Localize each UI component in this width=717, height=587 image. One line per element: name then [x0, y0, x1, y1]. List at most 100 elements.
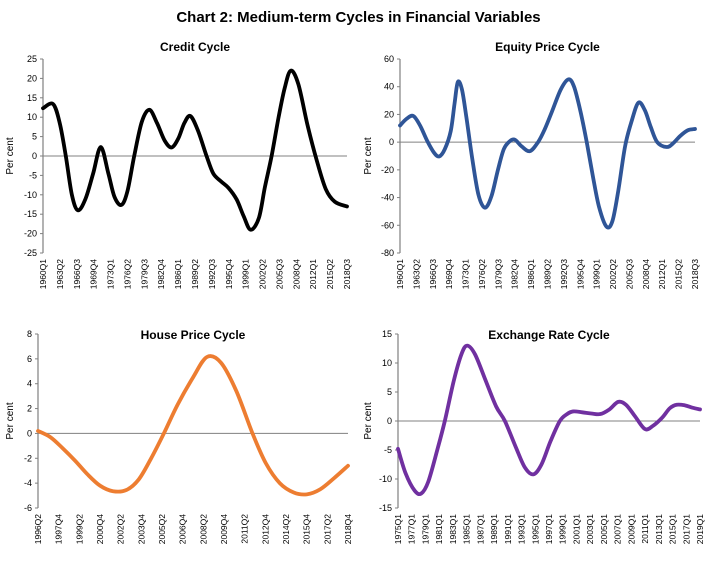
y-tick-label: -2 [24, 453, 32, 463]
x-tick-label: 2005Q2 [157, 514, 167, 545]
x-tick-label: 1963Q2 [411, 259, 421, 290]
y-tick-label: 40 [384, 82, 394, 92]
y-tick-label: 8 [27, 329, 32, 339]
x-tick-label: 2011Q2 [240, 514, 250, 544]
panel-title: Credit Cycle [160, 40, 230, 54]
x-tick-label: 2015Q4 [302, 514, 312, 545]
credit-cycle-chart: 25 20 15 10 5 0 -5 -10 -15 -20 -25 Per cent Credit C… [5, 40, 352, 290]
x-tick-label: 1991Q1 [503, 514, 513, 545]
cycle-line [396, 343, 702, 497]
x-tick-label: 1995Q4 [224, 259, 234, 290]
x-tick-label: 1981Q1 [434, 514, 444, 545]
x-tick-label: 1989Q2 [190, 259, 200, 290]
x-tick-label: 1979Q3 [139, 259, 149, 290]
y-tick-label: -40 [381, 193, 394, 203]
y-tick-label: 20 [27, 73, 37, 83]
x-tick-label: 1979Q1 [420, 514, 430, 545]
x-tick-label: 1993Q1 [517, 514, 527, 545]
x-tick-label: 1989Q2 [543, 259, 553, 290]
x-tick-label: 1973Q1 [106, 259, 116, 290]
x-tick-label: 1997Q4 [54, 514, 64, 545]
y-tick-label: 4 [27, 379, 32, 389]
x-tick-label: 2013Q1 [654, 514, 664, 545]
x-tick-label: 2018Q3 [690, 259, 700, 290]
y-tick-label: -80 [381, 248, 394, 258]
x-tick-label: 1999Q2 [74, 514, 84, 545]
x-tick-label: 2012Q1 [657, 259, 667, 290]
x-tick-label: 1999Q1 [558, 514, 568, 545]
y-tick-label: 5 [32, 132, 37, 142]
x-tick-label: 1973Q1 [461, 259, 471, 290]
x-tick-label: 2008Q4 [641, 259, 651, 290]
x-tick-label: 1976Q2 [477, 259, 487, 290]
x-tick-label: 2012Q4 [260, 514, 270, 545]
x-tick-label: 2008Q2 [198, 514, 208, 545]
x-tick-label: 2012Q1 [308, 259, 318, 290]
y-tick-label: -10 [379, 474, 392, 484]
cycle-line [36, 354, 350, 497]
y-tick-label: 5 [387, 387, 392, 397]
y-axis-title: Per cent [5, 402, 16, 439]
x-tick-label: 2006Q4 [178, 514, 188, 545]
x-tick-label: 2003Q1 [585, 514, 595, 545]
y-tick-label: -60 [381, 220, 394, 230]
y-tick-label: 0 [387, 416, 392, 426]
y-tick-label: 6 [27, 354, 32, 364]
x-tick-label: 1963Q2 [55, 259, 65, 290]
y-tick-label: -6 [24, 503, 32, 513]
y-tick-label: -25 [24, 248, 37, 258]
y-tick-label: -10 [24, 190, 37, 200]
x-tick-label: 2002Q2 [608, 259, 618, 290]
x-tick-label: 2011Q1 [640, 514, 650, 544]
x-tick-label: 2007Q1 [613, 514, 623, 545]
y-tick-label: 10 [27, 112, 37, 122]
panel-title: Equity Price Cycle [495, 40, 600, 54]
x-tick-label: 2009Q1 [626, 514, 636, 545]
x-tick-label: 1975Q1 [393, 514, 403, 545]
x-tick-label: 1982Q4 [156, 259, 166, 290]
y-tick-label: -4 [24, 478, 32, 488]
y-tick-label: 0 [389, 137, 394, 147]
x-tick-label: 1992Q3 [559, 259, 569, 290]
x-tick-label: 2015Q1 [668, 514, 678, 545]
x-tick-label: 2015Q2 [674, 259, 684, 290]
x-tick-label: 1969Q4 [89, 259, 99, 290]
exchange-rate-cycle-chart: 15 10 5 0 -5 -10 -15 Per cent Exchange Rate Cycl… [363, 328, 705, 545]
x-tick-label: 2015Q2 [325, 259, 335, 290]
x-tick-label: 2014Q2 [281, 514, 291, 545]
y-tick-label: 0 [32, 151, 37, 161]
x-tick-label: 1960Q1 [395, 259, 405, 290]
x-tick-label: 1985Q1 [462, 514, 472, 545]
equity-price-cycle-chart: 60 40 20 0 -20 -40 -60 -80 Per cent Equity Price … [363, 40, 700, 290]
y-tick-label: -15 [379, 503, 392, 513]
x-tick-label: 1996Q2 [33, 514, 43, 545]
x-tick-label: 1986Q1 [173, 259, 183, 290]
x-tick-label: 1979Q3 [493, 259, 503, 290]
x-tick-label: 2001Q1 [571, 514, 581, 545]
x-tick-label: 1976Q2 [122, 259, 132, 290]
y-tick-label: -5 [384, 445, 392, 455]
y-tick-label: 15 [382, 329, 392, 339]
panel-title: Exchange Rate Cycle [488, 328, 610, 342]
x-tick-label: 2002Q2 [258, 259, 268, 290]
x-tick-label: 1969Q4 [444, 259, 454, 290]
y-tick-label: 20 [384, 109, 394, 119]
y-tick-label: -20 [381, 165, 394, 175]
x-tick-label: 2000Q4 [95, 514, 105, 545]
x-tick-label: 1999Q1 [241, 259, 251, 290]
x-tick-label: 2018Q4 [343, 514, 353, 545]
x-tick-label: 2005Q3 [274, 259, 284, 290]
y-tick-label: 10 [382, 358, 392, 368]
x-tick-label: 1997Q1 [544, 514, 554, 545]
house-price-cycle-chart: 8 6 4 2 0 -2 -4 -6 Per cent House Price Cycle 1996… [5, 328, 353, 545]
x-tick-label: 1982Q4 [510, 259, 520, 290]
x-tick-label: 2009Q4 [219, 514, 229, 545]
x-tick-label: 2017Q2 [322, 514, 332, 545]
x-tick-label: 1966Q3 [72, 259, 82, 290]
x-tick-label: 1987Q1 [475, 514, 485, 545]
x-tick-label: 1966Q3 [428, 259, 438, 290]
chart-grid: 25 20 15 10 5 0 -5 -10 -15 -20 -25 Per cent Credit C… [0, 31, 717, 578]
x-tick-label: 1960Q1 [38, 259, 48, 290]
x-tick-label: 2003Q4 [136, 514, 146, 545]
y-tick-label: -15 [24, 209, 37, 219]
